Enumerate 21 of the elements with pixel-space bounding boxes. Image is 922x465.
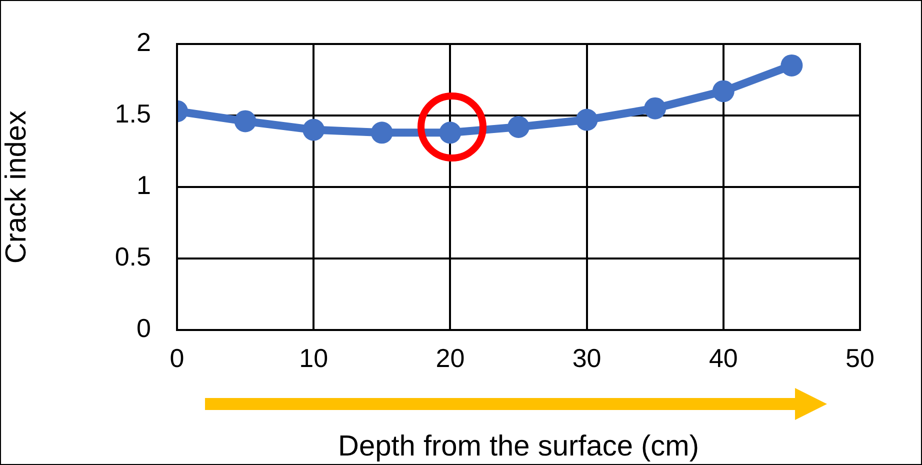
y-tick-label: 0 bbox=[136, 313, 151, 344]
point bbox=[370, 122, 393, 144]
y-tick-label: 2 bbox=[136, 27, 151, 58]
point bbox=[780, 54, 803, 76]
x-axis-title: Depth from the surface (cm) bbox=[338, 430, 699, 463]
y-tick-label: 1.5 bbox=[114, 98, 151, 129]
y-tick-label: 0.5 bbox=[114, 242, 151, 272]
x-tick-label: 20 bbox=[436, 342, 465, 373]
x-tick-label: 30 bbox=[572, 342, 602, 373]
x-tick-label: 40 bbox=[708, 342, 738, 373]
point bbox=[576, 108, 598, 131]
x-tick-label: 0 bbox=[170, 342, 184, 373]
point bbox=[508, 116, 530, 138]
point bbox=[234, 110, 256, 132]
point bbox=[302, 118, 325, 141]
y-tick-label: 1 bbox=[136, 170, 151, 200]
x-tick-label: 50 bbox=[846, 342, 874, 373]
x-tick-label: 10 bbox=[299, 342, 328, 373]
y-axis-title: Crack index bbox=[0, 110, 32, 264]
point bbox=[712, 80, 734, 102]
point bbox=[644, 97, 666, 120]
